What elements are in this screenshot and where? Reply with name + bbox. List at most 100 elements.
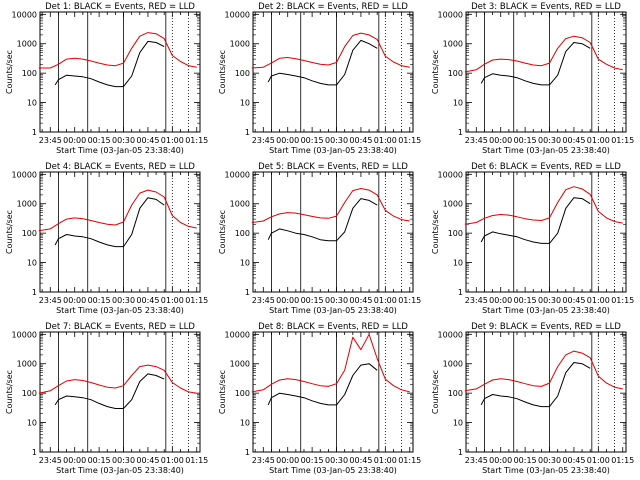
y-tick-label: 1 [458,448,463,457]
x-tick-label: 00:30 [538,456,561,465]
x-tick-label: 01:15 [398,456,421,465]
x-tick-label: 01:00 [161,456,184,465]
x-axis-label: Start Time (03-Jan-05 23:38:40) [269,306,397,315]
x-tick-label: 00:00 [276,136,299,145]
x-tick-label: 00:15 [301,136,324,145]
chart-panel-9: Det 9: BLACK = Events, RED = LLD 23:45 00:… [431,322,634,475]
x-tick-label: 23:45 [252,296,275,305]
x-tick-label: 00:15 [88,136,111,145]
y-tick-label: 100 [22,229,37,238]
x-tick-label: 00:30 [112,456,135,465]
y-tick-label: 1 [32,288,37,297]
y-tick-label: 10 [27,259,37,268]
y-tick-label: 100 [235,389,250,398]
x-tick-label: 00:15 [514,456,537,465]
plot-frame [39,11,201,133]
plot-frame [39,331,201,453]
x-tick-label: 00:45 [562,456,585,465]
y-tick-label: 10 [240,99,250,108]
y-tick-label: 1 [458,288,463,297]
x-tick-label: 01:15 [398,296,421,305]
y-tick-label: 10 [453,99,463,108]
y-tick-label: 1000 [443,40,463,49]
x-tick-label: 01:00 [374,296,397,305]
x-tick-label: 01:00 [374,136,397,145]
lld-series-line [464,35,623,73]
x-axis-label: Start Time (03-Jan-05 23:38:40) [56,306,184,315]
y-tick-label: 10000 [438,330,463,339]
events-series-line [267,363,378,406]
chart-title: Det 2: BLACK = Events, RED = LLD [258,2,408,12]
x-axis-label: Start Time (03-Jan-05 23:38:40) [482,146,610,155]
y-tick-label: 10 [27,419,37,428]
y-tick-label: 10 [453,259,463,268]
x-axis-label: Start Time (03-Jan-05 23:38:40) [56,466,184,475]
x-tick-label: 01:15 [185,136,208,145]
plot-frame [252,171,414,293]
y-tick-label: 1000 [230,360,250,369]
y-axis-label: Counts/sec [5,210,14,254]
chart-title: Det 5: BLACK = Events, RED = LLD [258,162,408,172]
events-series-line [54,373,165,409]
x-tick-label: 00:45 [349,136,372,145]
x-tick-label: 00:30 [325,296,348,305]
x-tick-label: 00:30 [325,456,348,465]
x-axis-label: Start Time (03-Jan-05 23:38:40) [482,466,610,475]
chart-title: Det 1: BLACK = Events, RED = LLD [45,2,195,12]
x-tick-label: 01:00 [374,456,397,465]
events-series-line [480,362,591,408]
x-tick-label: 00:30 [112,296,135,305]
x-tick-label: 00:00 [276,456,299,465]
y-tick-label: 100 [22,389,37,398]
y-tick-label: 1000 [17,200,37,209]
chart-title: Det 9: BLACK = Events, RED = LLD [471,322,621,332]
x-tick-label: 01:15 [185,456,208,465]
y-tick-label: 1 [245,128,250,137]
x-tick-label: 01:15 [611,136,634,145]
x-tick-label: 00:15 [514,136,537,145]
chart-title: Det 4: BLACK = Events, RED = LLD [45,162,195,172]
x-tick-label: 23:45 [465,456,488,465]
plot-frame [252,331,414,453]
x-tick-label: 00:45 [136,456,159,465]
x-tick-label: 01:00 [587,296,610,305]
x-tick-label: 01:15 [185,296,208,305]
y-tick-label: 1 [245,288,250,297]
lld-series-line [464,186,623,225]
events-series-line [480,197,591,244]
x-tick-label: 00:30 [112,136,135,145]
y-tick-label: 100 [235,69,250,78]
x-tick-label: 23:45 [252,456,275,465]
x-tick-label: 00:45 [136,296,159,305]
lld-series-line [38,189,197,232]
x-tick-label: 00:15 [301,456,324,465]
y-tick-label: 1 [458,128,463,137]
x-tick-label: 00:45 [349,456,372,465]
x-tick-label: 00:00 [63,136,86,145]
lld-series-line [38,32,197,69]
events-series-line [267,39,378,86]
y-axis-label: Counts/sec [431,50,440,94]
x-axis-label: Start Time (03-Jan-05 23:38:40) [56,146,184,155]
x-tick-label: 23:45 [465,136,488,145]
y-tick-label: 10000 [12,10,37,19]
y-axis-label: Counts/sec [218,210,227,254]
x-tick-label: 00:45 [136,136,159,145]
y-tick-label: 10 [453,419,463,428]
x-axis-label: Start Time (03-Jan-05 23:38:40) [269,146,397,155]
x-tick-label: 23:45 [39,456,62,465]
y-tick-label: 100 [448,69,463,78]
y-tick-label: 1000 [443,200,463,209]
y-tick-label: 1000 [17,360,37,369]
y-axis-label: Counts/sec [5,370,14,414]
x-tick-label: 01:00 [161,136,184,145]
events-series-line [54,197,165,248]
x-tick-label: 00:00 [276,296,299,305]
lld-series-line [251,188,410,223]
